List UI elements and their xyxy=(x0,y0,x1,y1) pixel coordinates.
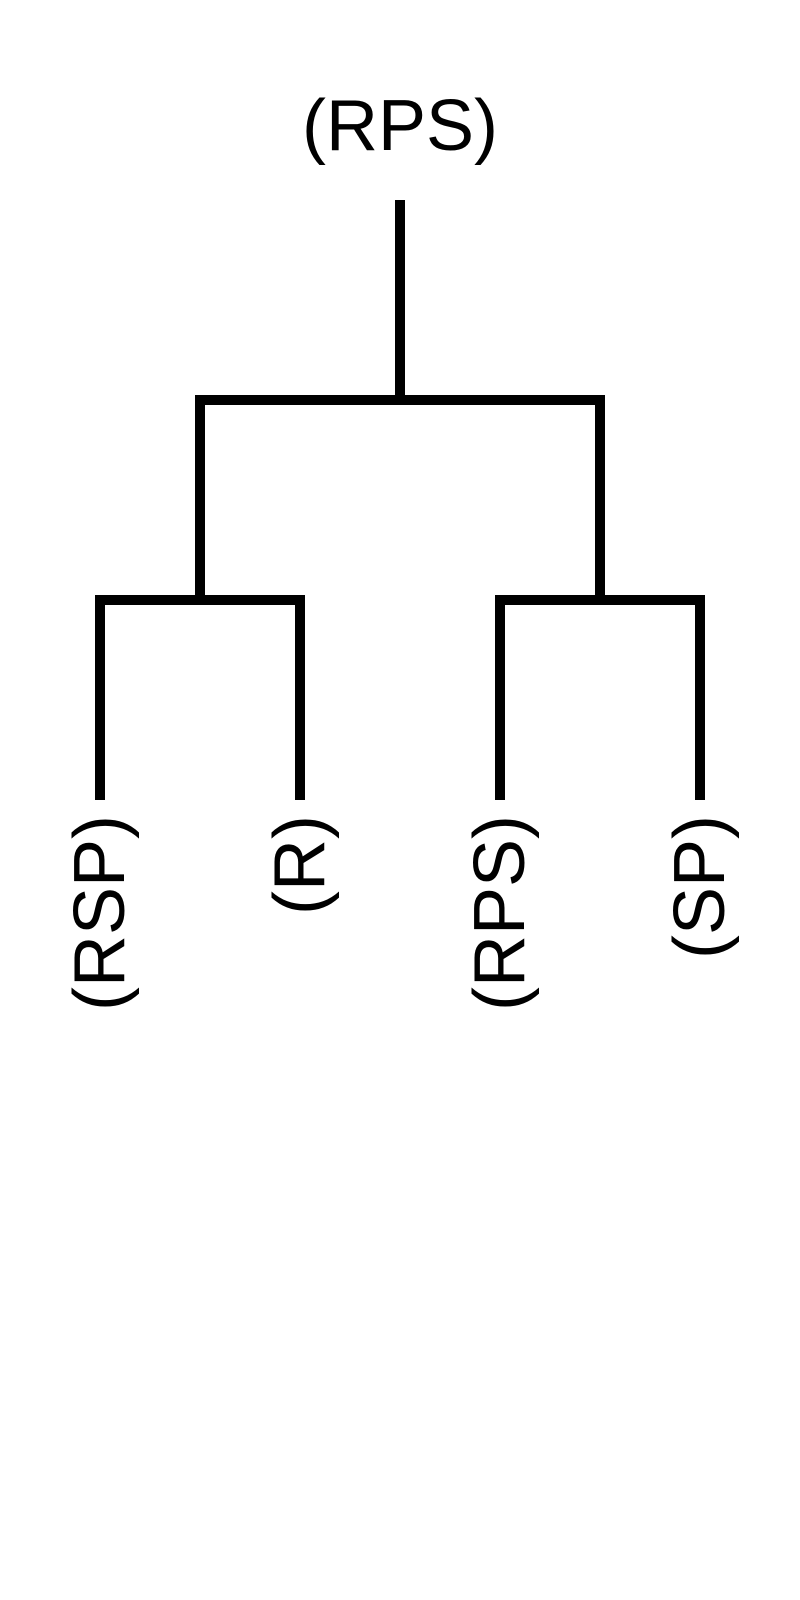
leaf-label-r: (R) xyxy=(260,815,340,915)
root-node-label: (RPS) xyxy=(302,86,498,166)
leaf-label-rps: (RPS) xyxy=(460,815,540,1011)
leaf-label-sp: (SP) xyxy=(660,815,740,959)
leaf-label-rsp: (RSP) xyxy=(60,815,140,1011)
